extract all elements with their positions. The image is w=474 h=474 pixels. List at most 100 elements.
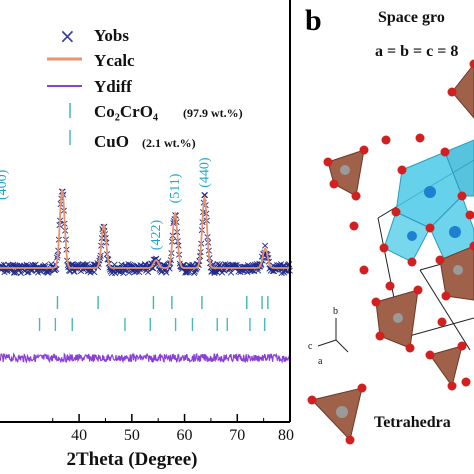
legend-oxygen [345, 435, 355, 445]
yobs-point: × [248, 264, 257, 277]
yobs-point: × [277, 266, 286, 279]
axis-triad [317, 318, 349, 353]
yobs-point: × [116, 264, 125, 277]
yobs-point: × [33, 266, 42, 279]
yobs-point: × [20, 264, 29, 277]
oxygen-atom [425, 350, 435, 360]
yobs-point: × [178, 262, 187, 275]
yobs-point: × [144, 258, 153, 271]
yobs-point: × [219, 264, 228, 277]
oxygen-atom [469, 59, 474, 69]
yobs-point: × [122, 259, 131, 272]
oxygen-atom [425, 223, 435, 233]
yobs-point: × [265, 262, 274, 275]
yobs-point: × [141, 258, 150, 271]
yobs-point: × [219, 259, 228, 272]
yobs-point: × [0, 260, 7, 273]
yobs-point: × [40, 259, 49, 272]
yobs-point: × [142, 264, 151, 277]
ycalc-line [0, 189, 290, 269]
data-layer: ××××××××××××××××××××××××××××××××××××××××… [0, 185, 294, 365]
yobs-point: × [109, 265, 118, 278]
legend-label-yobs: Yobs [94, 26, 129, 45]
yobs-point: × [123, 260, 132, 273]
yobs-point: × [40, 264, 49, 277]
yobs-point: × [24, 265, 33, 278]
yobs-point: × [208, 259, 217, 272]
yobs-point: × [162, 260, 171, 273]
octahedra [383, 139, 474, 269]
x-axis-title: 2Theta (Degree) [66, 449, 197, 470]
octahedral-cation [424, 186, 436, 198]
yobs-point: × [206, 261, 215, 274]
oxygen-atom [437, 317, 447, 327]
yobs-point: × [238, 264, 247, 277]
yobs-point: × [124, 266, 133, 279]
yobs-point: × [6, 264, 15, 277]
yobs-point: × [70, 265, 79, 278]
yobs-point: × [222, 259, 231, 272]
legend-label-ydiff: Ydiff [94, 77, 132, 96]
yobs-point: × [131, 263, 140, 276]
oxygen-atom [457, 191, 467, 201]
yobs-point: × [240, 265, 249, 278]
yobs-point: × [269, 259, 278, 272]
legend-detail-cuo: (2.1 wt.%) [142, 136, 196, 150]
oxygen-atom [349, 221, 359, 231]
yobs-point: × [83, 258, 92, 271]
yobs-point: × [126, 258, 135, 271]
yobs-point: × [12, 266, 21, 279]
yobs-point: × [38, 260, 47, 273]
yobs-point: × [47, 258, 56, 271]
yobs-point: × [9, 258, 18, 271]
yobs-point: × [182, 266, 191, 279]
yobs-point: × [239, 260, 248, 273]
oxygen-atom [359, 265, 369, 275]
yobs-point: × [140, 260, 149, 273]
yobs-point: × [16, 259, 25, 272]
peak-label: (400) [0, 169, 10, 200]
panel-a-chart: ××××××××××××××××××××××××××××××××××××××××… [0, 0, 294, 470]
oxygen-atom [440, 147, 450, 157]
yobs-point: × [50, 263, 59, 276]
yobs-point: × [119, 263, 128, 276]
oxygen-atom [323, 157, 333, 167]
panel-b-structure: b Space gro a = b = c = 8 [305, 4, 474, 445]
yobs-point: × [160, 259, 169, 272]
yobs-point: × [261, 239, 270, 252]
peak-label: (511) [168, 173, 183, 203]
oxygen-atom [413, 285, 423, 295]
yobs-point: × [276, 260, 285, 273]
yobs-point: × [150, 253, 159, 266]
yobs-point: × [147, 257, 156, 270]
yobs-point: × [252, 257, 261, 270]
yobs-point: × [221, 258, 230, 271]
ydiff-line [0, 352, 291, 365]
yobs-point: × [28, 263, 37, 276]
yobs-point: × [266, 264, 275, 277]
tetrahedral-cation [340, 165, 350, 175]
yobs-point: × [190, 265, 199, 278]
yobs-point: × [129, 264, 138, 277]
yobs-point: × [279, 266, 288, 279]
legend-label-ycalc: Ycalc [94, 51, 135, 70]
yobs-point: × [191, 263, 200, 276]
oxygen-atom [359, 145, 369, 155]
yobs-point: × [16, 266, 25, 279]
yobs-point: × [72, 258, 81, 271]
yobs-point: × [247, 264, 256, 277]
yobs-point: × [276, 258, 285, 271]
yobs-point: × [250, 258, 259, 271]
yobs-point: × [85, 264, 94, 277]
yobs-point: × [229, 259, 238, 272]
yobs-point: × [9, 266, 18, 279]
yobs-point: × [233, 260, 242, 273]
oxygen-atom [329, 179, 339, 189]
yobs-point: × [0, 259, 6, 272]
peak-label: (422) [149, 220, 164, 251]
yobs-point: × [229, 259, 238, 272]
yobs-point: × [43, 266, 52, 279]
yobs-point: × [46, 262, 55, 275]
yobs-point: × [245, 260, 254, 273]
